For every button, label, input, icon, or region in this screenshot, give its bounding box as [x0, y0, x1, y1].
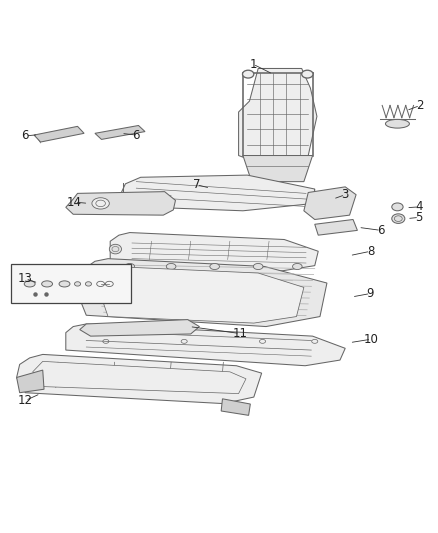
Text: 11: 11 [233, 327, 247, 340]
Ellipse shape [293, 263, 302, 270]
Ellipse shape [59, 281, 70, 287]
Text: 14: 14 [67, 196, 82, 208]
Polygon shape [34, 126, 84, 142]
Text: 7: 7 [193, 178, 200, 191]
Text: 6: 6 [377, 224, 385, 237]
Ellipse shape [392, 203, 403, 211]
Text: 1: 1 [249, 58, 257, 70]
Polygon shape [80, 320, 199, 336]
Polygon shape [110, 232, 318, 271]
Ellipse shape [74, 282, 81, 286]
Polygon shape [304, 187, 356, 220]
Ellipse shape [253, 263, 263, 270]
Polygon shape [119, 175, 315, 211]
Polygon shape [239, 68, 317, 168]
Text: 8: 8 [367, 245, 374, 258]
Polygon shape [66, 324, 345, 366]
Text: 13: 13 [18, 272, 33, 285]
Ellipse shape [302, 70, 313, 78]
Ellipse shape [166, 263, 176, 270]
Polygon shape [315, 220, 357, 235]
Polygon shape [17, 354, 261, 403]
Polygon shape [95, 125, 145, 140]
Polygon shape [243, 156, 313, 182]
Polygon shape [101, 266, 304, 323]
Polygon shape [78, 259, 327, 327]
Text: 9: 9 [367, 287, 374, 300]
Ellipse shape [110, 244, 121, 254]
Ellipse shape [92, 198, 110, 209]
Text: 4: 4 [416, 200, 423, 213]
Text: 6: 6 [133, 128, 140, 142]
Ellipse shape [392, 214, 405, 223]
Text: 12: 12 [18, 394, 33, 407]
Ellipse shape [210, 263, 219, 270]
Text: 3: 3 [342, 188, 349, 201]
Polygon shape [66, 192, 176, 215]
Text: 5: 5 [416, 211, 423, 224]
Ellipse shape [125, 263, 134, 270]
Ellipse shape [385, 119, 410, 128]
Ellipse shape [42, 281, 53, 287]
Polygon shape [17, 370, 44, 393]
Ellipse shape [85, 282, 92, 286]
Text: 2: 2 [417, 99, 424, 112]
Ellipse shape [243, 70, 254, 78]
Polygon shape [33, 361, 246, 393]
Bar [11, 264, 131, 303]
Text: 6: 6 [21, 130, 29, 142]
Ellipse shape [24, 281, 35, 287]
Text: 10: 10 [364, 333, 379, 346]
Polygon shape [221, 399, 251, 415]
